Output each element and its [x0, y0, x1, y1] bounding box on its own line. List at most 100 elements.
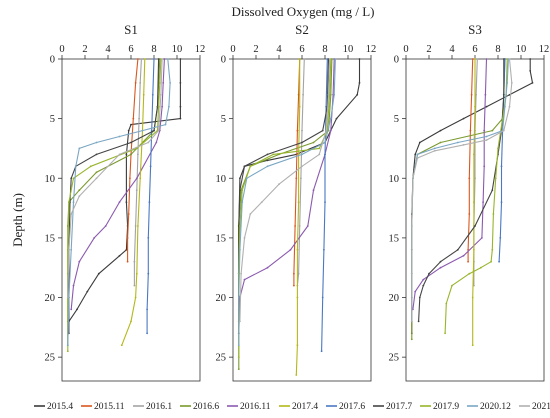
data-point — [500, 165, 503, 168]
data-point — [240, 272, 243, 275]
panel-frame — [61, 58, 201, 382]
data-point — [502, 129, 505, 132]
data-point — [471, 58, 474, 60]
data-point — [410, 320, 413, 323]
data-point — [499, 237, 502, 239]
x-tick-label: 2 — [253, 44, 258, 55]
data-point — [490, 260, 492, 263]
data-point — [428, 272, 430, 275]
data-point — [531, 82, 534, 84]
data-point — [78, 260, 81, 263]
x-tick-label: 6 — [299, 44, 304, 55]
y-tick-label: 0 — [221, 55, 226, 66]
data-point — [237, 296, 240, 299]
series-2017-9 — [237, 58, 332, 358]
data-point — [324, 201, 326, 204]
data-point — [149, 165, 152, 168]
data-point — [412, 308, 414, 311]
series-2015-11 — [293, 58, 301, 287]
legend-label: 2017.4 — [292, 402, 318, 412]
legend-label: 2021.8 — [532, 402, 550, 412]
data-point — [147, 237, 150, 239]
series-2016-6 — [237, 58, 333, 370]
x-tick-label: 10 — [516, 44, 527, 55]
data-point — [153, 58, 155, 60]
data-point — [142, 93, 145, 96]
data-point — [129, 177, 131, 180]
data-point — [504, 105, 506, 108]
y-tick-label: 5 — [394, 114, 399, 125]
data-point — [76, 308, 78, 311]
series-line — [411, 58, 506, 340]
data-point — [166, 58, 169, 60]
data-point — [134, 225, 137, 227]
data-point — [133, 260, 136, 263]
data-point — [118, 254, 121, 257]
data-point — [498, 260, 500, 263]
data-point — [483, 129, 486, 132]
data-point — [483, 165, 486, 168]
data-point — [118, 135, 121, 138]
data-point — [137, 58, 139, 60]
data-point — [462, 117, 465, 120]
data-point — [127, 213, 130, 215]
data-point — [300, 177, 302, 180]
data-point — [95, 153, 98, 156]
data-point — [529, 70, 532, 72]
data-point — [95, 141, 98, 144]
data-point — [118, 201, 121, 204]
series-2015-11 — [126, 58, 139, 263]
data-point — [306, 225, 309, 227]
y-tick-label: 5 — [50, 114, 55, 125]
data-point — [139, 82, 142, 84]
series-line — [127, 58, 139, 262]
data-point — [500, 201, 503, 204]
data-point — [66, 350, 69, 353]
data-point — [418, 141, 421, 144]
data-point — [249, 213, 252, 215]
data-point — [416, 153, 419, 156]
y-tick-label: 20 — [216, 293, 227, 304]
data-point — [164, 123, 167, 126]
legend-item: 2017.7 — [373, 402, 412, 412]
data-point — [289, 248, 292, 251]
legend-item: 2016.11 — [227, 402, 271, 412]
series-line — [68, 58, 160, 334]
data-point — [141, 129, 144, 132]
data-point — [439, 260, 442, 263]
series-2017-7 — [68, 58, 160, 335]
data-point — [497, 147, 499, 150]
series-line — [238, 58, 333, 370]
data-point — [68, 248, 70, 251]
data-point — [118, 153, 121, 156]
series-2016-6 — [410, 58, 506, 341]
data-point — [296, 344, 299, 347]
series-line — [121, 58, 146, 346]
data-point — [433, 149, 436, 152]
data-point — [410, 225, 413, 227]
panel-s2: S2 0 2 4 6 8 10 12 0 5 10 15 20 25 — [216, 22, 376, 382]
data-point — [157, 105, 160, 108]
panel-s1: S1 0 2 4 6 8 10 12 0 5 10 15 20 25 — [45, 22, 205, 382]
data-point — [418, 296, 421, 299]
data-point — [130, 153, 132, 156]
data-point — [456, 248, 459, 251]
data-point — [416, 157, 419, 159]
data-point — [95, 177, 98, 180]
legend-label: 2016.11 — [240, 402, 271, 412]
panel-title: S2 — [295, 22, 309, 37]
data-point — [468, 272, 471, 275]
series-line — [411, 58, 513, 322]
data-point — [468, 213, 471, 215]
data-point — [89, 165, 92, 168]
series-line — [239, 58, 331, 322]
data-point — [260, 201, 263, 204]
data-point — [243, 165, 246, 168]
series-2021-8 — [66, 58, 164, 299]
series-2017-4 — [471, 58, 476, 347]
data-point — [78, 195, 81, 198]
legend-label: 2017.9 — [433, 402, 459, 412]
series-2017-7 — [417, 58, 505, 323]
data-point — [474, 225, 476, 227]
